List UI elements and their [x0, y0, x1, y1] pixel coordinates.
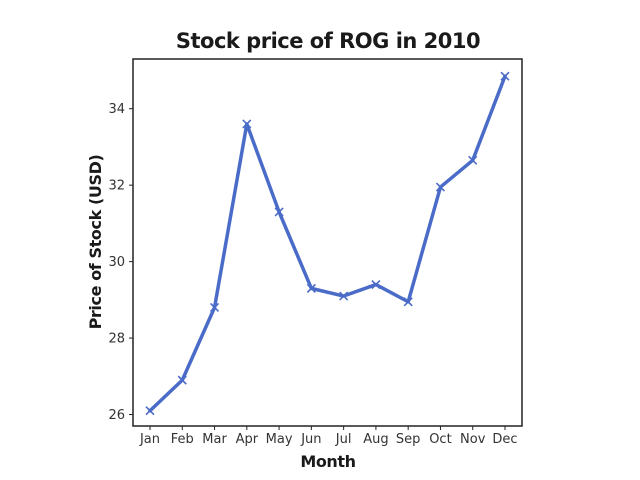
x-tick-label: Oct: [429, 432, 451, 447]
x-tick-label: Nov: [460, 432, 486, 447]
y-axis-label: Price of Stock (USD): [86, 155, 105, 330]
x-tick-label: Dec: [492, 432, 517, 447]
x-tick-label: Sep: [396, 432, 421, 447]
x-tick-label: Jul: [335, 432, 352, 447]
x-axis-label: Month: [300, 452, 355, 471]
data-point: [371, 279, 381, 290]
y-tick-label: 32: [108, 179, 125, 194]
data-point: [306, 283, 316, 293]
x-axis: Jan Feb Mar Apr May Jun Jul Aug Sep Oct Nov Dec: [139, 426, 518, 447]
data-point: [468, 155, 478, 165]
y-tick-label: 30: [108, 255, 125, 270]
y-axis: 26 28 30 32 34: [108, 102, 133, 423]
chart-title: Stock price of ROG in 2010: [176, 29, 480, 53]
y-tick-label: 28: [108, 332, 125, 347]
x-tick-label: Jan: [139, 432, 160, 447]
y-tick-label: 34: [108, 102, 125, 117]
data-point: [145, 406, 155, 416]
data-point: [403, 297, 413, 307]
x-tick-label: Mar: [202, 432, 227, 447]
data-point: [209, 302, 220, 313]
data-point: [435, 182, 446, 192]
data-point: [274, 207, 284, 217]
x-tick-label: Aug: [363, 432, 388, 447]
plot-area: [132, 58, 523, 427]
x-tick-label: May: [266, 432, 293, 447]
x-tick-label: Jun: [300, 432, 321, 447]
data-point: [500, 71, 510, 81]
data-point: [177, 375, 187, 385]
series-line: [148, 74, 507, 413]
data-point: [242, 119, 252, 129]
data-point: [339, 291, 349, 301]
y-tick-label: 26: [108, 408, 125, 423]
x-tick-label: Feb: [171, 432, 194, 447]
series-group: [145, 71, 510, 416]
x-tick-label: Apr: [236, 432, 259, 447]
